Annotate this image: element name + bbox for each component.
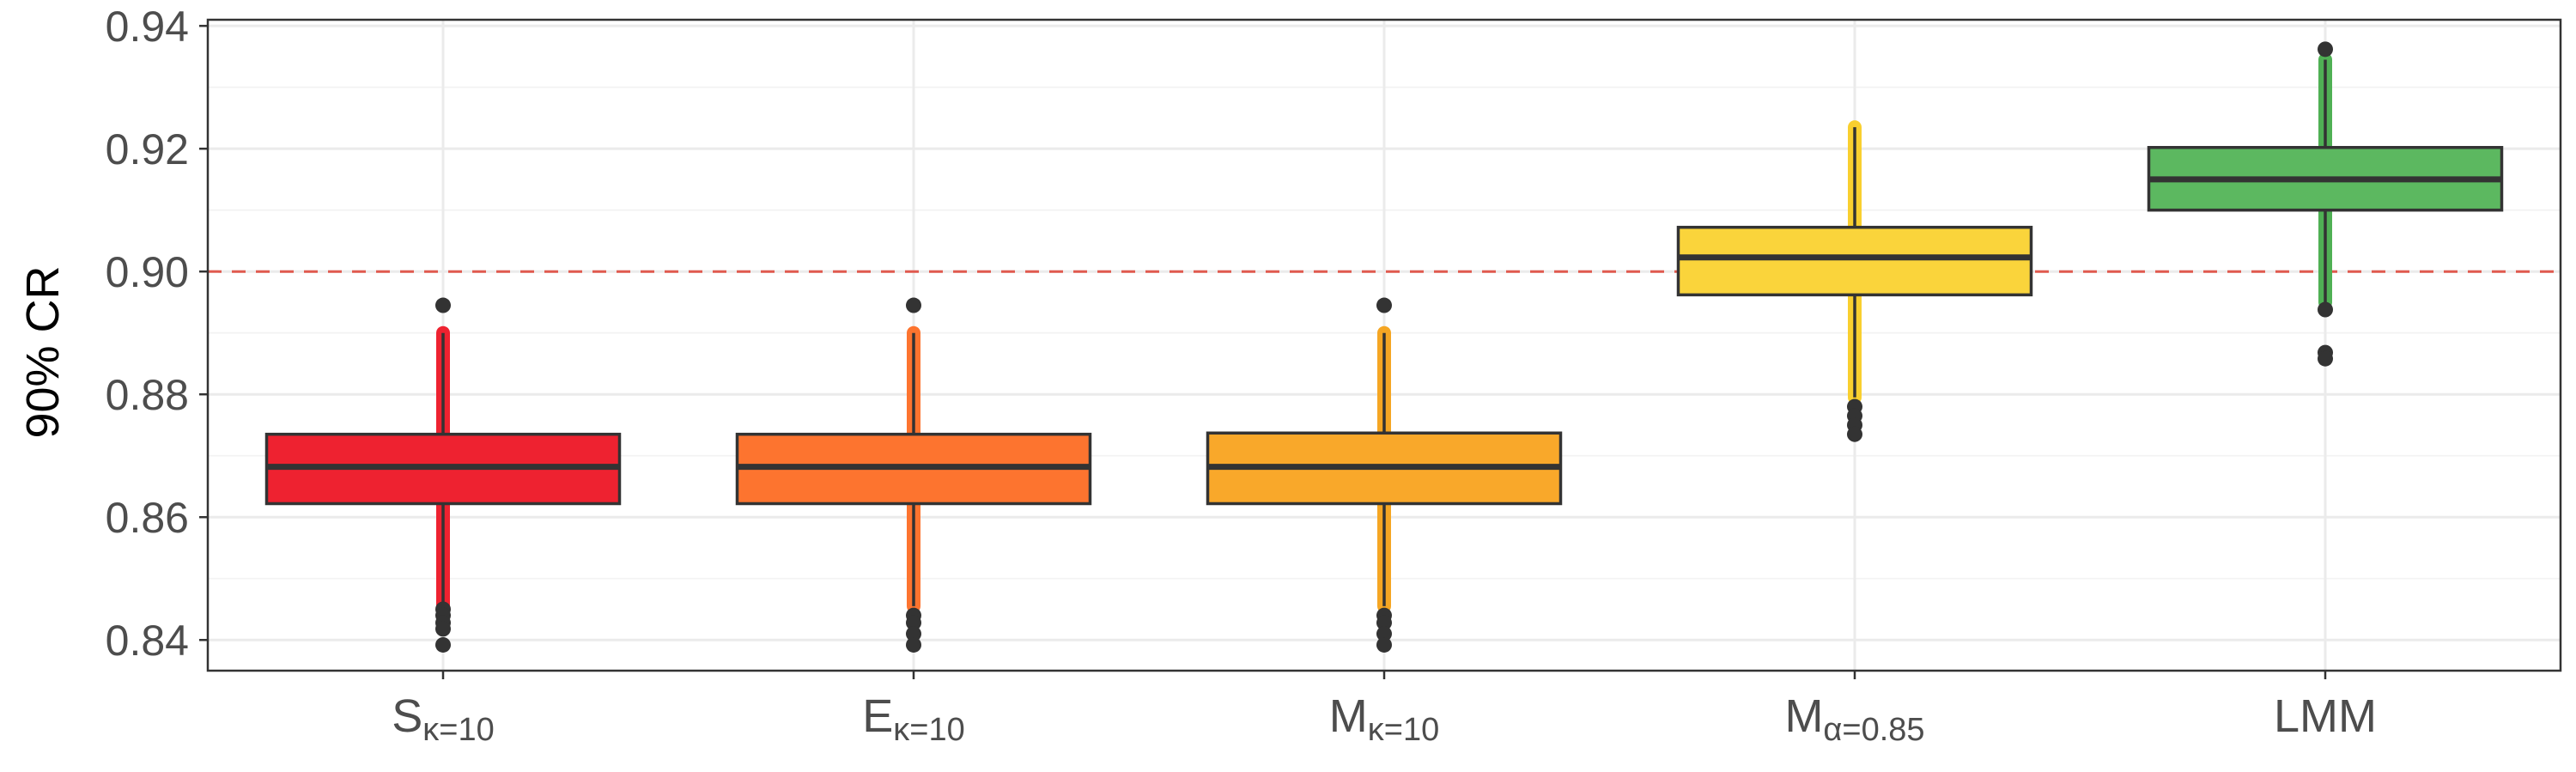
outlier-point	[435, 621, 451, 637]
outlier-point	[435, 297, 451, 313]
y-tick-label: 0.90	[106, 248, 189, 296]
x-tick-label-main: M	[1784, 690, 1823, 742]
outlier-point	[1847, 426, 1862, 442]
outlier-point	[1376, 636, 1392, 653]
x-tick-label-main: M	[1329, 690, 1368, 742]
outlier-point	[906, 636, 921, 653]
x-tick-label: Sκ=10	[392, 690, 495, 748]
x-tick-label: Eκ=10	[862, 690, 965, 748]
x-tick-label: Mα=0.85	[1784, 690, 1924, 748]
y-tick-label: 0.92	[106, 125, 189, 173]
outlier-point	[906, 626, 921, 642]
x-tick-label-subscript: α=0.85	[1823, 712, 1924, 748]
outlier-point	[1376, 615, 1392, 631]
x-tick-label-main: E	[862, 690, 893, 742]
box-3	[1676, 120, 2033, 442]
x-tick-label-subscript: κ=10	[422, 712, 494, 748]
x-tick-label-subscript: κ=10	[1368, 712, 1439, 748]
x-tick-label: LMM	[2274, 690, 2377, 742]
boxes-group	[264, 41, 2504, 653]
outlier-point	[2318, 301, 2333, 318]
y-tick-label: 0.84	[106, 617, 189, 665]
x-tick-label-subscript: κ=10	[893, 712, 964, 748]
outlier-point	[1376, 297, 1392, 313]
x-tick-label-main: LMM	[2274, 690, 2377, 742]
x-tick-label: Mκ=10	[1329, 690, 1439, 748]
outlier-point	[2318, 41, 2333, 58]
y-tick-label: 0.86	[106, 494, 189, 542]
box-body	[1676, 225, 2033, 297]
outlier-point	[1376, 626, 1392, 642]
outlier-point	[435, 636, 451, 653]
x-axis: Sκ=10 Eκ=10 Mκ=10 Mα=0.85 LMM	[392, 671, 2377, 748]
outlier-point	[2318, 350, 2333, 367]
box-4	[2147, 41, 2504, 367]
outlier-point	[906, 615, 921, 631]
y-tick-label: 0.94	[106, 3, 189, 51]
box-0	[264, 297, 622, 653]
y-axis-title: 90% CR	[17, 265, 69, 438]
x-tick-label-main: S	[392, 690, 422, 742]
y-axis: 0.84 0.86 0.88 0.90 0.92 0.94	[106, 3, 208, 665]
y-tick-label: 0.88	[106, 371, 189, 419]
box-1	[735, 297, 1092, 653]
outlier-point	[906, 297, 921, 313]
box-2	[1206, 297, 1563, 653]
